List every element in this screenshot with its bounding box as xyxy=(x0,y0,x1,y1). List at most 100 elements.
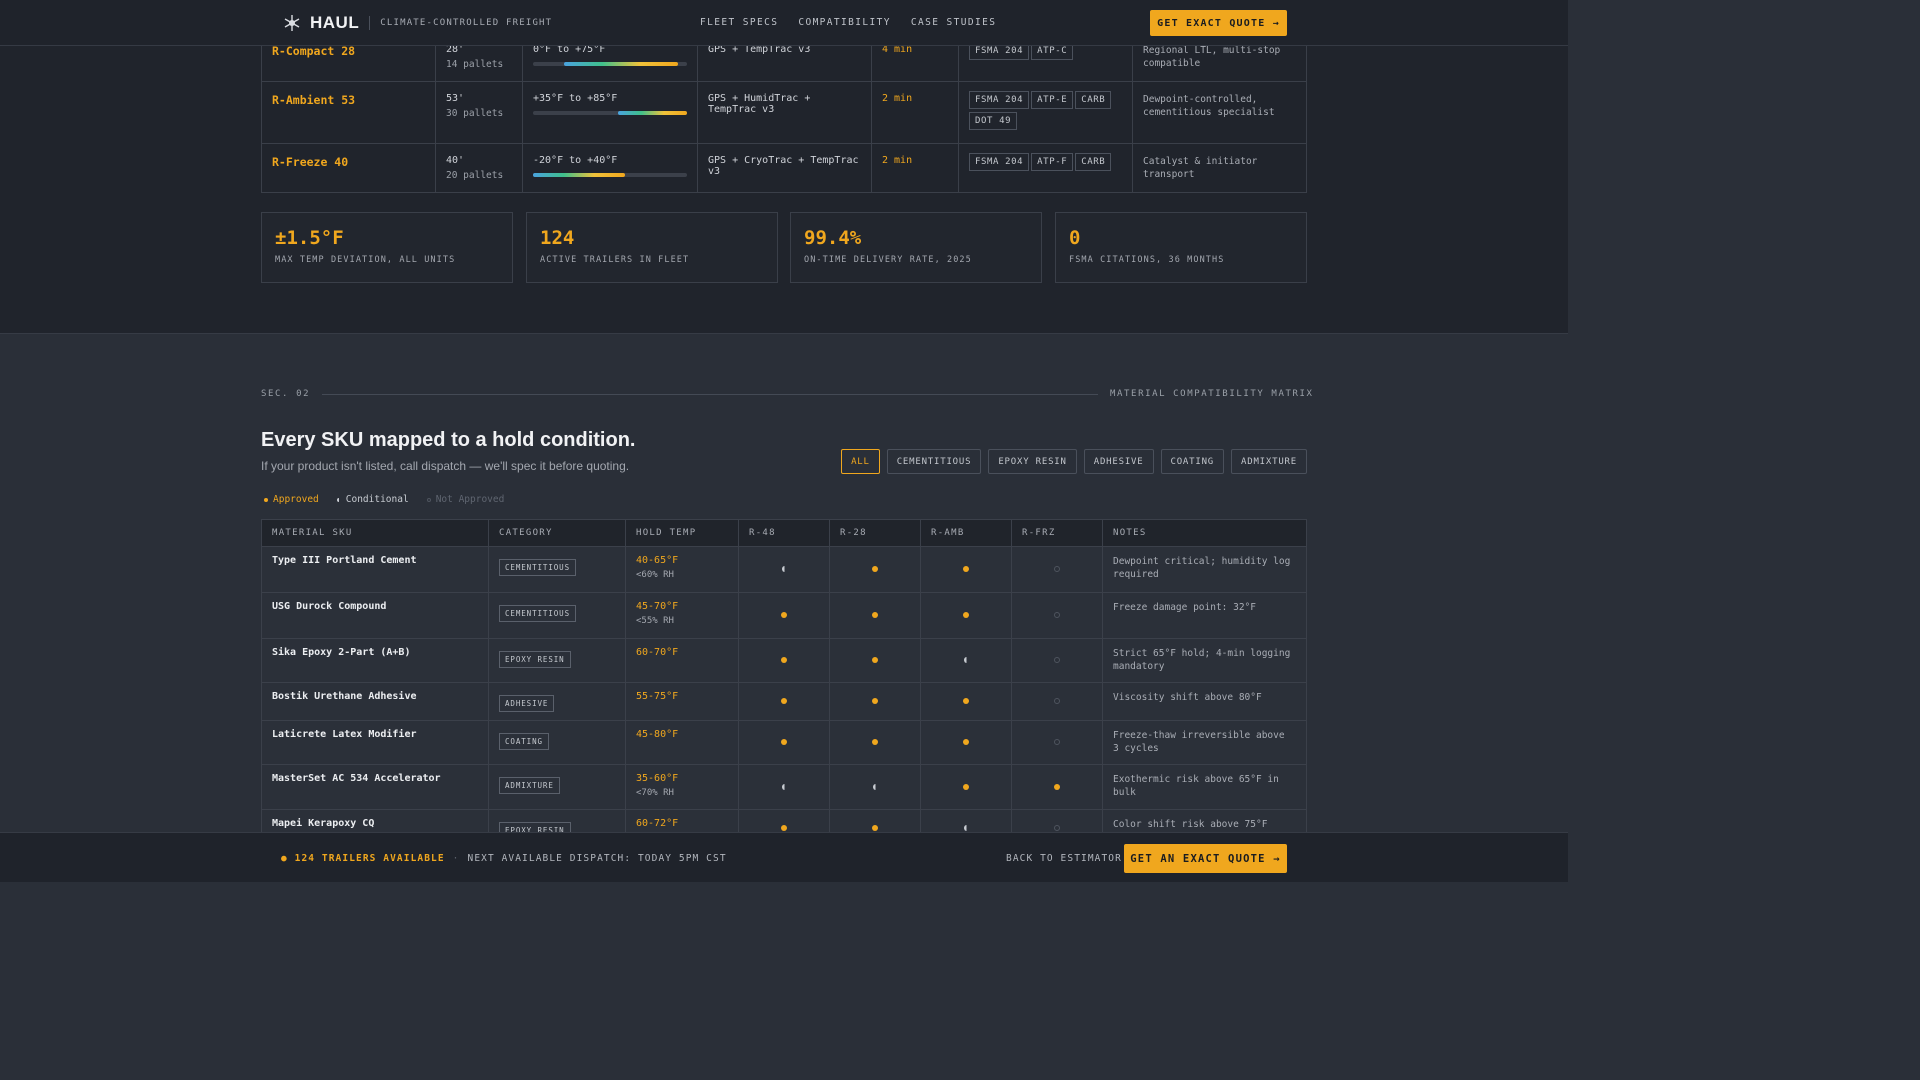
unit-length: 28' 14 pallets xyxy=(435,40,523,82)
tracking-system: GPS + HumidTrac + TempTrac v3 xyxy=(697,81,872,144)
status-r28 xyxy=(829,592,921,639)
material-sku: Type III Portland Cement xyxy=(261,546,489,593)
status-rfrz xyxy=(1011,682,1103,721)
status-rfrz xyxy=(1011,546,1103,593)
half-dot-icon xyxy=(963,825,969,831)
nav-link-case-studies[interactable]: CASE STUDIES xyxy=(910,17,997,28)
brand-logo[interactable]: HAUL CLIMATE-CONTROLLED FREIGHT xyxy=(282,13,552,33)
approved-dot-icon xyxy=(872,825,878,831)
approved-dot-icon xyxy=(872,657,878,663)
certifications: FSMA 204 ATP-E CARB DOT 49 xyxy=(958,81,1133,144)
nav-link-compatibility[interactable]: COMPATIBILITY xyxy=(798,17,891,28)
col-notes[interactable]: NOTES xyxy=(1102,519,1307,547)
hold-temp: 55-75°F xyxy=(625,682,739,721)
temp-range: 0°F to +75°F xyxy=(522,40,698,82)
temp-range-bar xyxy=(533,173,687,177)
cert-tag: ATP-E xyxy=(1031,91,1074,109)
status-rfrz xyxy=(1011,638,1103,683)
status-r28 xyxy=(829,546,921,593)
matrix-header-row: MATERIAL SKU CATEGORY HOLD TEMP R-48 R-2… xyxy=(261,519,1307,547)
approved-dot-icon xyxy=(264,497,268,502)
status-ramb xyxy=(920,682,1012,721)
table-row[interactable]: Sika Epoxy 2-Part (A+B) EPOXY RESIN 60-7… xyxy=(261,638,1307,683)
material-sku: Sika Epoxy 2-Part (A+B) xyxy=(261,638,489,683)
col-ramb[interactable]: R-AMB xyxy=(920,519,1012,547)
filter-cementitious[interactable]: CEMENTITIOUS xyxy=(886,449,982,474)
cert-tag: FSMA 204 xyxy=(969,153,1030,171)
hold-temp: 40-65°F <60% RH xyxy=(625,546,739,593)
unit-name[interactable]: R-Freeze 40 xyxy=(261,143,436,193)
get-exact-quote-button[interactable]: GET EXACT QUOTE → xyxy=(1150,10,1287,36)
empty-dot-icon xyxy=(1054,825,1060,831)
temp-range-bar xyxy=(533,62,687,66)
stat-label: ON-TIME DELIVERY RATE, 2025 xyxy=(804,255,972,265)
col-r28[interactable]: R-28 xyxy=(829,519,921,547)
stat-card: 124 ACTIVE TRAILERS IN FLEET xyxy=(526,212,778,283)
back-to-estimator-link[interactable]: BACK TO ESTIMATOR ↑ xyxy=(1006,853,1136,864)
col-r48[interactable]: R-48 xyxy=(738,519,830,547)
status-legend: Approved Conditional Not Approved xyxy=(264,494,504,505)
section-name: MATERIAL COMPATIBILITY MATRIX xyxy=(1110,389,1314,399)
tracking-system: GPS + CryoTrac + TempTrac v3 xyxy=(697,143,872,193)
fleet-section: R-Compact 28 28' 14 pallets 0°F to +75°F … xyxy=(0,0,1568,334)
half-dot-icon xyxy=(781,783,787,790)
legend-not-approved: Not Approved xyxy=(426,494,504,505)
col-material-sku[interactable]: MATERIAL SKU xyxy=(261,519,489,547)
status-r48 xyxy=(738,592,830,639)
filter-all[interactable]: ALL xyxy=(841,449,880,474)
unit-name[interactable]: R-Compact 28 xyxy=(261,40,436,82)
unit-name[interactable]: R-Ambient 53 xyxy=(261,81,436,144)
stat-value: ±1.5°F xyxy=(275,227,344,249)
col-category[interactable]: CATEGORY xyxy=(488,519,626,547)
status-ramb xyxy=(920,764,1012,810)
table-row[interactable]: Bostik Urethane Adhesive ADHESIVE 55-75°… xyxy=(261,682,1307,721)
table-row[interactable]: USG Durock Compound CEMENTITIOUS 45-70°F… xyxy=(261,592,1307,639)
unit-note: Catalyst & initiator transport xyxy=(1132,143,1307,193)
fleet-row: R-Freeze 40 40' 20 pallets -20°F to +40°F… xyxy=(261,143,1307,193)
filter-adhesive[interactable]: ADHESIVE xyxy=(1083,449,1154,474)
col-rfrz[interactable]: R-FRZ xyxy=(1011,519,1103,547)
table-row[interactable]: Type III Portland Cement CEMENTITIOUS 40… xyxy=(261,546,1307,593)
status-r48 xyxy=(738,682,830,721)
filter-coating[interactable]: COATING xyxy=(1160,449,1225,474)
table-row[interactable]: MasterSet AC 534 Accelerator ADMIXTURE 3… xyxy=(261,764,1307,810)
unit-length: 40' 20 pallets xyxy=(435,143,523,193)
material-notes: Freeze damage point: 32°F xyxy=(1102,592,1307,639)
status-r28 xyxy=(829,682,921,721)
temp-range-fill xyxy=(617,111,687,115)
status-rfrz xyxy=(1011,764,1103,810)
half-dot-icon xyxy=(872,783,878,790)
status-ramb xyxy=(920,638,1012,683)
material-sku: Laticrete Latex Modifier xyxy=(261,720,489,765)
log-interval: 2 min xyxy=(871,81,959,144)
nav-link-fleet-specs[interactable]: FLEET SPECS xyxy=(700,17,779,28)
empty-dot-icon xyxy=(1054,739,1060,745)
stat-card: 99.4% ON-TIME DELIVERY RATE, 2025 xyxy=(790,212,1042,283)
status-r48 xyxy=(738,638,830,683)
col-hold-temp[interactable]: HOLD TEMP xyxy=(625,519,739,547)
tracking-system: GPS + TempTrac v3 xyxy=(697,40,872,82)
stat-card: 0 FSMA CITATIONS, 36 MONTHS xyxy=(1055,212,1307,283)
filter-epoxy-resin[interactable]: EPOXY RESIN xyxy=(988,449,1077,474)
hold-temp: 35-60°F <70% RH xyxy=(625,764,739,810)
legend-conditional: Conditional xyxy=(336,494,409,505)
legend-approved: Approved xyxy=(264,494,319,505)
approved-dot-icon xyxy=(872,739,878,745)
status-r28 xyxy=(829,720,921,765)
temp-range-fill xyxy=(563,62,678,66)
humidity-limit: <60% RH xyxy=(636,570,674,580)
stat-value: 99.4% xyxy=(804,227,862,249)
get-an-exact-quote-button[interactable]: GET AN EXACT QUOTE → xyxy=(1124,844,1287,873)
table-row[interactable]: Laticrete Latex Modifier COATING 45-80°F… xyxy=(261,720,1307,765)
unit-note: Dewpoint-controlled, cementitious specia… xyxy=(1132,81,1307,144)
empty-dot-icon xyxy=(426,497,431,502)
stat-value: 124 xyxy=(540,227,575,249)
filter-admixture[interactable]: ADMIXTURE xyxy=(1231,449,1307,474)
material-category: COATING xyxy=(488,720,626,765)
humidity-limit: <55% RH xyxy=(636,616,674,626)
approved-dot-icon xyxy=(963,698,969,704)
approved-dot-icon xyxy=(963,612,969,618)
cert-tag: ATP-F xyxy=(1031,153,1074,171)
category-badge: CEMENTITIOUS xyxy=(499,605,576,622)
fleet-row: R-Compact 28 28' 14 pallets 0°F to +75°F … xyxy=(261,40,1307,82)
